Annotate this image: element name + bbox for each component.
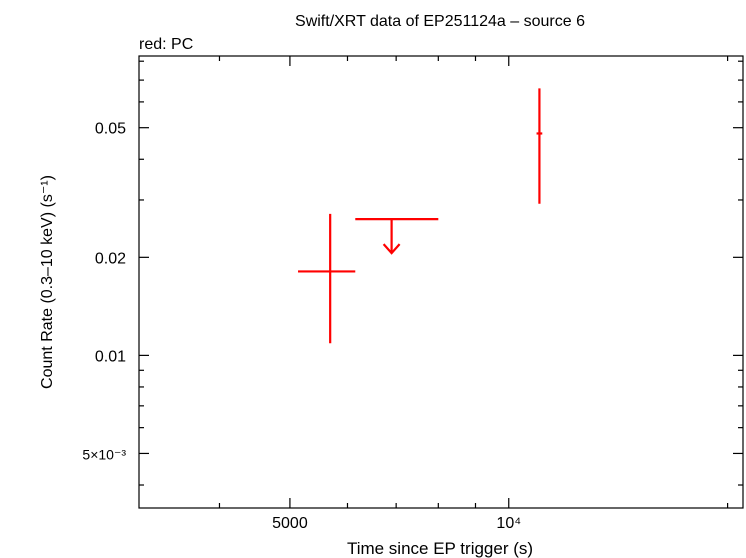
plot-frame [138, 55, 744, 509]
data-layer [298, 88, 543, 344]
y-tick-label: 0.02 [95, 250, 126, 267]
x-axis-label: Time since EP trigger (s) [347, 539, 533, 558]
tick-labels: 5000 10⁴ 5×10⁻³ 0.01 0.02 0.05 [82, 121, 521, 532]
axis-ticks [139, 56, 743, 508]
y-axis-label: Count Rate (0.3–10 keV) (s⁻¹) [39, 175, 56, 389]
data-point [298, 213, 356, 344]
chart-subtitle: red: PC [139, 36, 193, 53]
upper-limit [355, 218, 439, 255]
y-tick-label: 0.05 [95, 121, 126, 138]
upper-limit-arrowhead [382, 243, 401, 255]
x-tick-label: 5000 [272, 515, 308, 532]
y-tick-label: 0.01 [95, 348, 126, 365]
y-tick-label: 5×10⁻³ [82, 446, 126, 462]
x-tick-label: 10⁴ [496, 515, 521, 532]
data-point [536, 88, 543, 204]
chart-title: Swift/XRT data of EP251124a – source 6 [295, 13, 585, 30]
